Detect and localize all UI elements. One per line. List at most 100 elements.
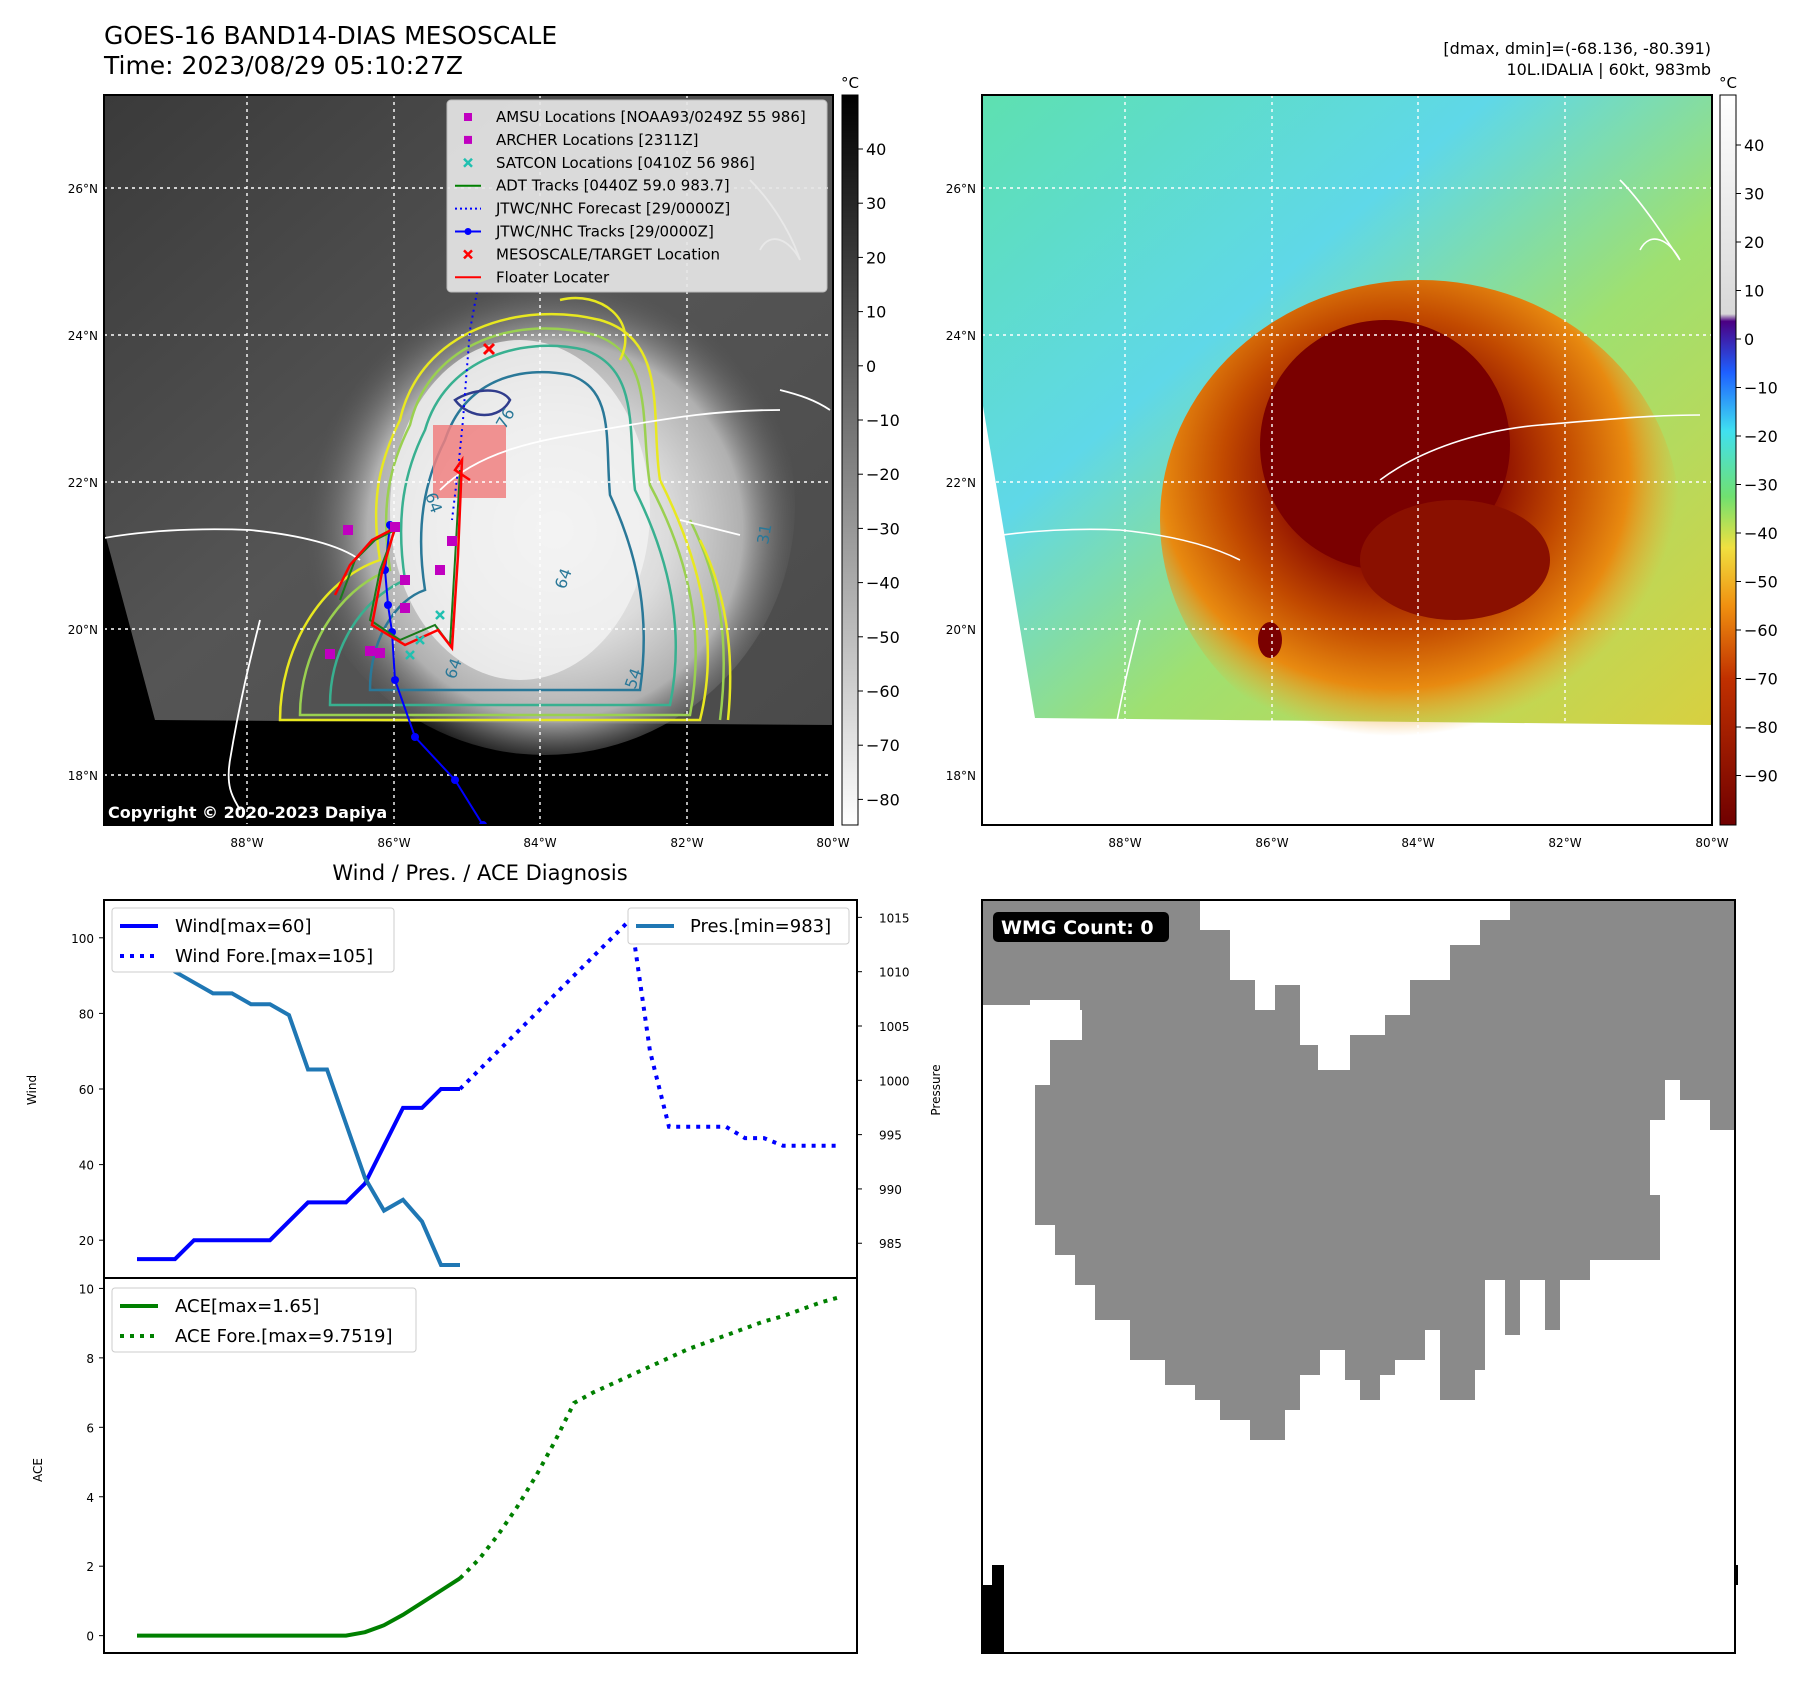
amsu-marker [435,565,445,575]
amsu-marker [447,536,457,546]
legend-label: MESOSCALE/TARGET Location [496,245,720,263]
amsu-marker [343,525,353,535]
legend-label-pressure: Pres.[min=983] [690,916,831,937]
amsu-marker [390,522,400,532]
y2-tick-label: 1015 [879,911,910,925]
lon-tick-label: 86°W [1255,836,1288,850]
lat-tick-label: 18°N [946,769,976,783]
best-track-point [451,776,459,784]
lon-tick-label: 80°W [1695,836,1728,850]
y-tick-label: 20 [79,1234,94,1248]
wind-line [137,1087,460,1262]
copyright-label: Copyright © 2020-2023 Dapiya [108,803,387,822]
legend-label: JTWC/NHC Forecast [29/0000Z] [495,200,730,218]
contour-label: 31 [753,522,775,545]
colorbar-tick-label: −90 [1744,767,1778,786]
diagnosis-title: Wind / Pres. / ACE Diagnosis [332,861,627,885]
colorbar-tick-label: −50 [866,628,900,647]
lat-tick-label: 20°N [946,623,976,637]
legend-label-wind-forecast: Wind Fore.[max=105] [175,946,373,967]
legend-label-wind: Wind[max=60] [175,916,312,937]
legend-label-ace: ACE[max=1.65] [175,1296,319,1317]
y-tick-label: 4 [86,1491,94,1505]
colorbar-tick-label: 0 [866,357,876,376]
colorbar-tick-label: −20 [1744,427,1778,446]
right-map-lon-ticks: 88°W 86°W 84°W 82°W 80°W [1108,836,1728,850]
lat-tick-label: 22°N [946,476,976,490]
right-map-lat-ticks: 26°N 24°N 22°N 20°N 18°N [946,182,976,783]
lon-tick-label: 82°W [670,836,703,850]
colorbar-tick-label: 10 [1744,282,1764,301]
y-tick-label: 60 [79,1083,94,1097]
left-colorbar: °C 40 30 20 10 0 −10 −20 −30 −40 −50 −60 −70 −80 [841,74,900,826]
satcon-x [435,610,445,620]
amsu-marker [400,575,410,585]
y-axis-label: ACE [31,1458,45,1482]
ace-legend-box [111,1287,417,1353]
adt-track [339,469,461,648]
y-tick-label: 8 [86,1352,94,1366]
colorbar-tick-label: −30 [1744,476,1778,495]
colorbar-tick-label: −40 [866,574,900,593]
colorbar-tick-label: −80 [1744,718,1778,737]
ace-forecast-line [458,1295,841,1580]
y2-tick-label: 990 [879,1183,902,1197]
colorbar-tick-label: −70 [1744,670,1778,689]
left-map-lat-ticks: 26°N 24°N 22°N 20°N 18°N [68,182,98,783]
colorbar-tick-label: −80 [866,790,900,809]
legend-label: ADT Tracks [0440Z 59.0 983.7] [496,177,730,195]
amsu-marker [365,646,375,656]
y-tick-label: 0 [86,1630,94,1644]
y-axis-label: Wind [25,1075,39,1105]
ace-line [137,1576,462,1638]
wmg-count-label: WMG Count: 0 [1001,917,1154,939]
y-tick-label: 100 [71,932,94,946]
lon-tick-label: 84°W [1401,836,1434,850]
best-track-line [383,524,484,825]
wmg-panel: WMG Count: 0 [981,899,1738,1654]
legend-symbol-square [464,135,472,144]
lat-tick-label: 22°N [68,476,98,490]
colorbar-tick-label: −10 [866,411,900,430]
lon-tick-label: 82°W [1548,836,1581,850]
enhanced-map-panel [982,95,1712,825]
target-marker [482,342,496,356]
lon-tick-label: 84°W [523,836,556,850]
y2-tick-label: 1010 [879,966,910,980]
colorbar-tick-label: 40 [866,140,886,159]
colorbar-tick-label: −50 [1744,573,1778,592]
pressure-legend-box [627,907,850,945]
y2-tick-label: 995 [879,1129,902,1143]
legend-symbol-dot [464,228,472,235]
legend-label: Floater Locater [496,268,610,286]
legend-symbol-x [463,157,473,168]
legend-symbol-square [464,113,472,121]
wind-pressure-chart: 100 80 60 40 20 1015 1010 1005 1000 995 990 985 Wind… [25,899,943,1279]
legend-label: JTWC/NHC Tracks [29/0000Z] [495,223,714,241]
lon-tick-label: 80°W [816,836,849,850]
ace-chart: 10 8 6 4 2 0 ACE ACE[max=1.65] ACE Fore.[max=9.7… [31,1277,858,1654]
satcon-marker [435,610,445,620]
legend-label-ace-forecast: ACE Fore.[max=9.7519] [175,1326,393,1347]
wmg-mask [982,900,1735,1440]
satcon-x [405,650,415,660]
legend-label: ARCHER Locations [2311Z] [496,131,699,149]
map-legend: AMSU Locations [NOAA93/0249Z 55 986] ARCH… [446,99,828,293]
amsu-marker [400,603,410,613]
wind-forecast-line [458,914,840,1148]
y-tick-label: 10 [79,1282,94,1296]
colorbar-tick-label: 20 [1744,233,1764,252]
colorbar-tick-label: 30 [866,194,886,213]
pressure-line [137,915,460,1267]
colorbar-tick-label: 0 [1744,330,1754,349]
lat-tick-label: 18°N [68,769,98,783]
lat-tick-label: 24°N [946,329,976,343]
lat-tick-label: 24°N [68,329,98,343]
amsu-marker [325,649,335,659]
satcon-marker [415,635,425,645]
y-tick-label: 40 [79,1159,94,1173]
floater-track [333,455,471,652]
colorbar-tick-label: 20 [866,248,886,267]
colorbar-tick-label: 40 [1744,136,1764,155]
